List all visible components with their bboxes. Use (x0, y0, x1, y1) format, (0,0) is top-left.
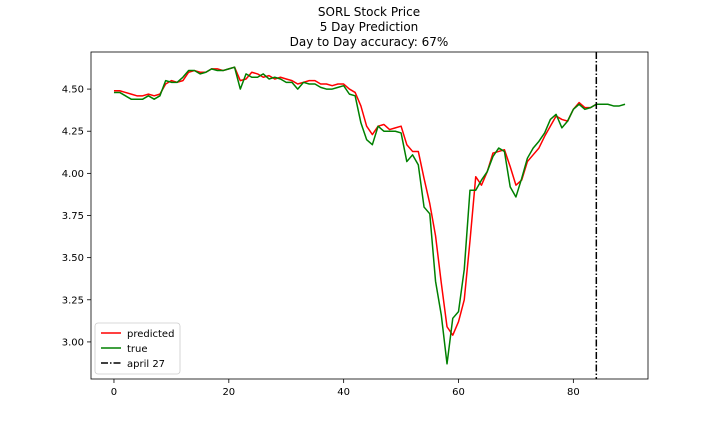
legend: predicted true april 27 (94, 322, 181, 375)
title-line-3: Day to Day accuracy: 67% (290, 35, 449, 49)
y-tick-label: 3.75 (62, 211, 84, 222)
y-tick-label: 4.25 (62, 127, 84, 138)
x-tick-label: 40 (337, 387, 350, 398)
legend-label-april-27: april 27 (127, 359, 165, 370)
y-tick-label: 4.00 (62, 169, 84, 180)
y-tick-label: 3.00 (62, 337, 84, 348)
y-tick-label: 4.50 (62, 85, 84, 96)
title-line-1: SORL Stock Price (318, 5, 420, 19)
chart-title: SORL Stock Price 5 Day Prediction Day to… (290, 5, 449, 49)
x-axis: 0 20 40 60 80 (111, 379, 580, 398)
x-tick-label: 60 (452, 387, 465, 398)
series-line-true (113, 66, 626, 365)
x-tick-label: 0 (111, 387, 117, 398)
plot-area (113, 52, 626, 379)
legend-label-predicted: predicted (127, 329, 174, 340)
x-tick-label: 20 (222, 387, 235, 398)
y-tick-label: 3.50 (62, 253, 84, 264)
y-axis: 3.00 3.25 3.50 3.75 4.00 4.25 4.50 (62, 85, 91, 348)
y-tick-label: 3.25 (62, 295, 84, 306)
x-tick-label: 80 (567, 387, 580, 398)
legend-label-true: true (127, 344, 148, 355)
series-line-predicted (113, 66, 597, 336)
legend-box (94, 322, 181, 375)
title-line-2: 5 Day Prediction (320, 20, 419, 34)
